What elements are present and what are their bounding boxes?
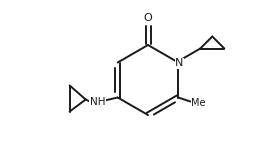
Text: Me: Me [191,98,206,107]
Text: NH: NH [90,96,105,107]
Text: N: N [175,58,183,69]
Text: O: O [144,13,152,23]
